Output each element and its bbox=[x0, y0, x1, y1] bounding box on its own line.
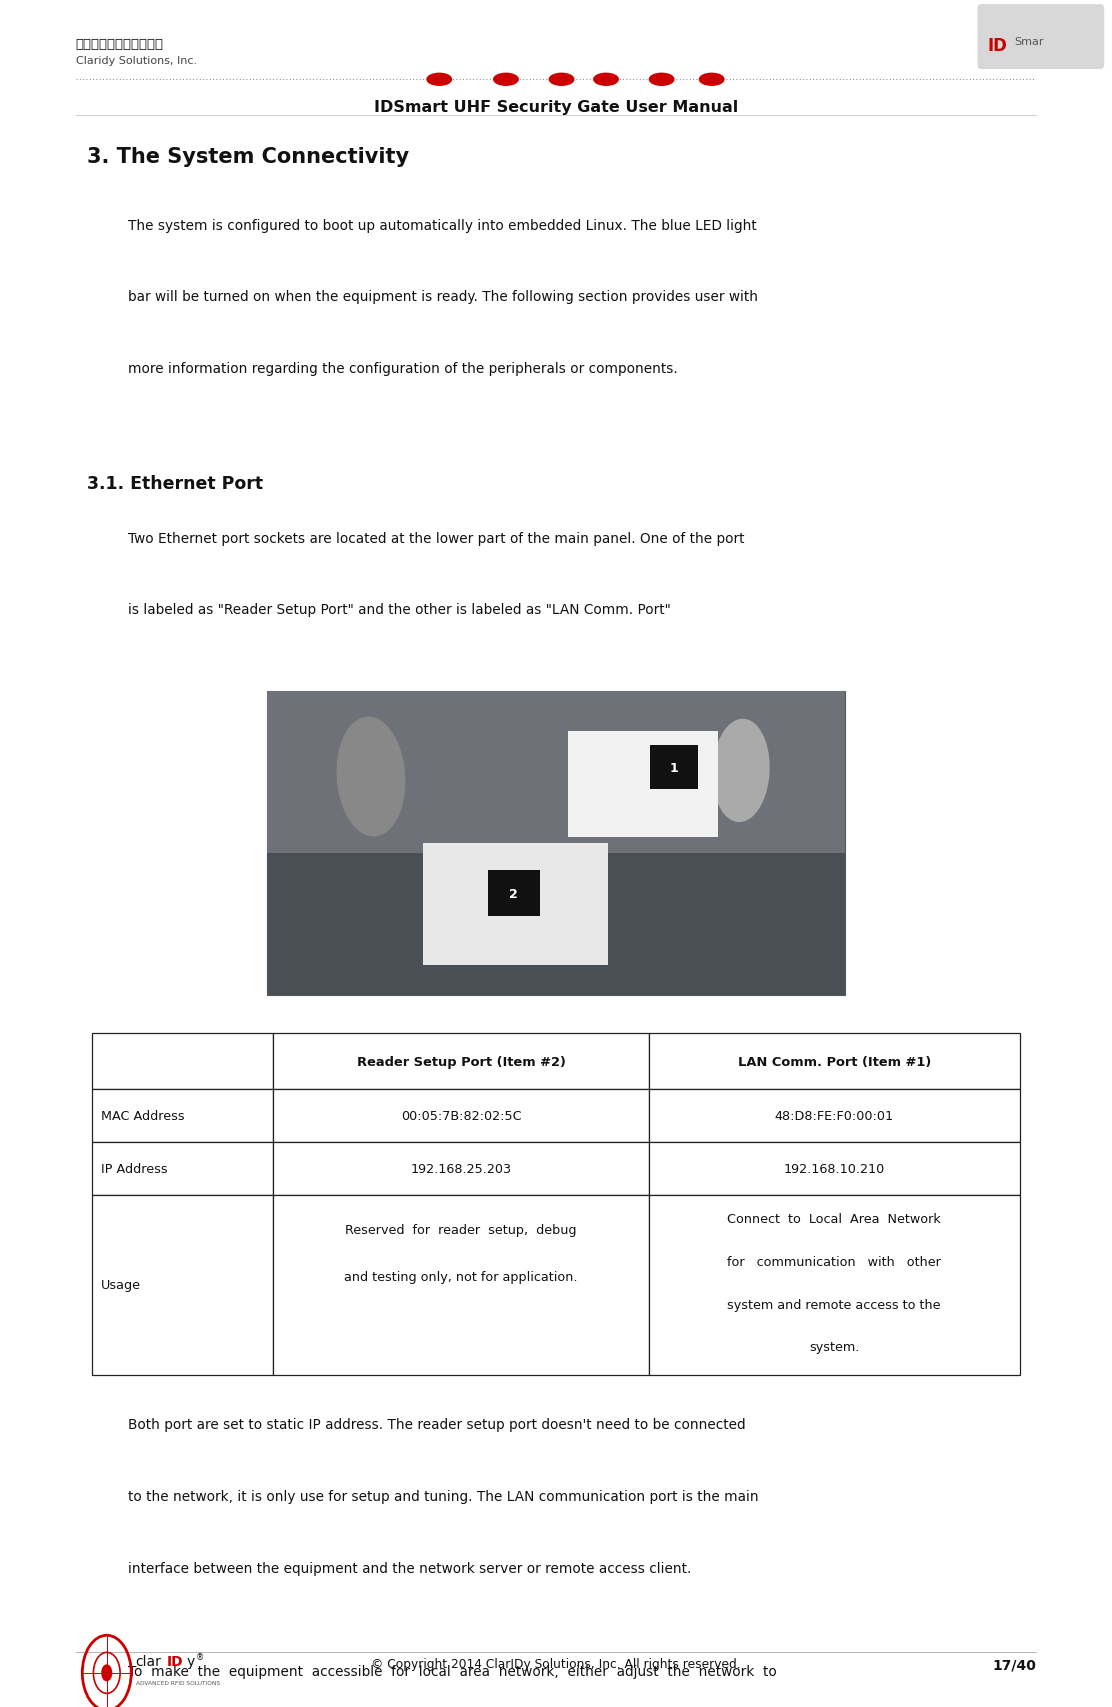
Text: ®: ® bbox=[196, 1652, 203, 1661]
Bar bbox=[274, 1033, 648, 1089]
Text: 192.168.25.203: 192.168.25.203 bbox=[410, 1162, 512, 1176]
Text: © Copyright 2014 ClarIDy Solutions, Inc. All rights reserved.: © Copyright 2014 ClarIDy Solutions, Inc.… bbox=[371, 1657, 741, 1671]
Text: IP Address: IP Address bbox=[101, 1162, 168, 1176]
Ellipse shape bbox=[713, 720, 770, 823]
Bar bbox=[648, 1195, 1020, 1374]
Bar bbox=[423, 843, 608, 966]
Text: 3.1. Ethernet Port: 3.1. Ethernet Port bbox=[87, 475, 262, 493]
Text: interface between the equipment and the network server or remote access client.: interface between the equipment and the … bbox=[128, 1562, 692, 1576]
Text: 00:05:7B:82:02:5C: 00:05:7B:82:02:5C bbox=[400, 1110, 522, 1123]
Text: Smar: Smar bbox=[1014, 36, 1044, 46]
Bar bbox=[92, 1195, 274, 1374]
Text: Connect  to  Local  Area  Network: Connect to Local Area Network bbox=[727, 1212, 941, 1226]
Text: IDSmart UHF Security Gate User Manual: IDSmart UHF Security Gate User Manual bbox=[374, 99, 738, 114]
Bar bbox=[92, 1033, 274, 1089]
Text: ADVANCED RFID SOLUTIONS: ADVANCED RFID SOLUTIONS bbox=[136, 1680, 220, 1685]
Ellipse shape bbox=[699, 73, 724, 85]
Text: 3. The System Connectivity: 3. The System Connectivity bbox=[87, 147, 409, 167]
Bar bbox=[648, 1033, 1020, 1089]
Ellipse shape bbox=[337, 719, 405, 836]
Text: Usage: Usage bbox=[101, 1279, 141, 1292]
Text: system.: system. bbox=[810, 1340, 860, 1354]
Text: more information regarding the configuration of the peripherals or components.: more information regarding the configura… bbox=[128, 362, 677, 376]
Text: To  make  the  equipment  accessible  for  local  area  network,  either  adjust: To make the equipment accessible for loc… bbox=[128, 1664, 776, 1678]
Bar bbox=[648, 1142, 1020, 1195]
Text: bar will be turned on when the equipment is ready. The following section provide: bar will be turned on when the equipment… bbox=[128, 290, 758, 304]
Text: Both port are set to static IP address. The reader setup port doesn't need to be: Both port are set to static IP address. … bbox=[128, 1417, 745, 1432]
Text: system and remote access to the: system and remote access to the bbox=[727, 1297, 941, 1311]
Text: LAN Comm. Port (Item #1): LAN Comm. Port (Item #1) bbox=[737, 1055, 931, 1069]
Text: is labeled as "Reader Setup Port" and the other is labeled as "LAN Comm. Port": is labeled as "Reader Setup Port" and th… bbox=[128, 603, 671, 616]
Text: The system is configured to boot up automatically into embedded Linux. The blue : The system is configured to boot up auto… bbox=[128, 218, 756, 232]
Bar bbox=[92, 1142, 274, 1195]
Bar bbox=[274, 1142, 648, 1195]
Ellipse shape bbox=[649, 73, 674, 85]
Text: 48:D8:FE:F0:00:01: 48:D8:FE:F0:00:01 bbox=[775, 1110, 894, 1123]
Bar bbox=[567, 732, 718, 838]
Text: for   communication   with   other: for communication with other bbox=[727, 1255, 941, 1268]
Text: ID: ID bbox=[987, 36, 1007, 55]
Text: 2: 2 bbox=[509, 888, 518, 900]
Text: y: y bbox=[187, 1654, 195, 1668]
Bar bbox=[274, 1089, 648, 1142]
Text: 17/40: 17/40 bbox=[993, 1657, 1036, 1671]
Circle shape bbox=[101, 1664, 112, 1681]
Text: Claridy Solutions, Inc.: Claridy Solutions, Inc. bbox=[76, 56, 197, 67]
Ellipse shape bbox=[494, 73, 518, 85]
Text: Reserved  for  reader  setup,  debug: Reserved for reader setup, debug bbox=[345, 1222, 577, 1236]
Text: to the network, it is only use for setup and tuning. The LAN communication port : to the network, it is only use for setup… bbox=[128, 1489, 758, 1504]
Bar bbox=[267, 691, 845, 854]
Text: ID: ID bbox=[167, 1654, 183, 1668]
Text: Reader Setup Port (Item #2): Reader Setup Port (Item #2) bbox=[357, 1055, 565, 1069]
Ellipse shape bbox=[549, 73, 574, 85]
FancyBboxPatch shape bbox=[977, 5, 1104, 70]
Bar bbox=[648, 1089, 1020, 1142]
Bar bbox=[92, 1089, 274, 1142]
Bar bbox=[488, 871, 539, 917]
Text: and testing only, not for application.: and testing only, not for application. bbox=[345, 1270, 578, 1284]
Text: 192.168.10.210: 192.168.10.210 bbox=[784, 1162, 885, 1176]
Text: Two Ethernet port sockets are located at the lower part of the main panel. One o: Two Ethernet port sockets are located at… bbox=[128, 531, 744, 545]
Ellipse shape bbox=[427, 73, 451, 85]
Bar bbox=[651, 746, 698, 790]
Ellipse shape bbox=[594, 73, 618, 85]
Text: 1: 1 bbox=[669, 761, 678, 775]
Text: 艾迪訊科技股份有限公司: 艾迪訊科技股份有限公司 bbox=[76, 38, 163, 51]
Text: MAC Address: MAC Address bbox=[101, 1110, 185, 1123]
Text: clar: clar bbox=[136, 1654, 161, 1668]
Bar bbox=[274, 1195, 648, 1374]
Bar bbox=[267, 691, 845, 995]
